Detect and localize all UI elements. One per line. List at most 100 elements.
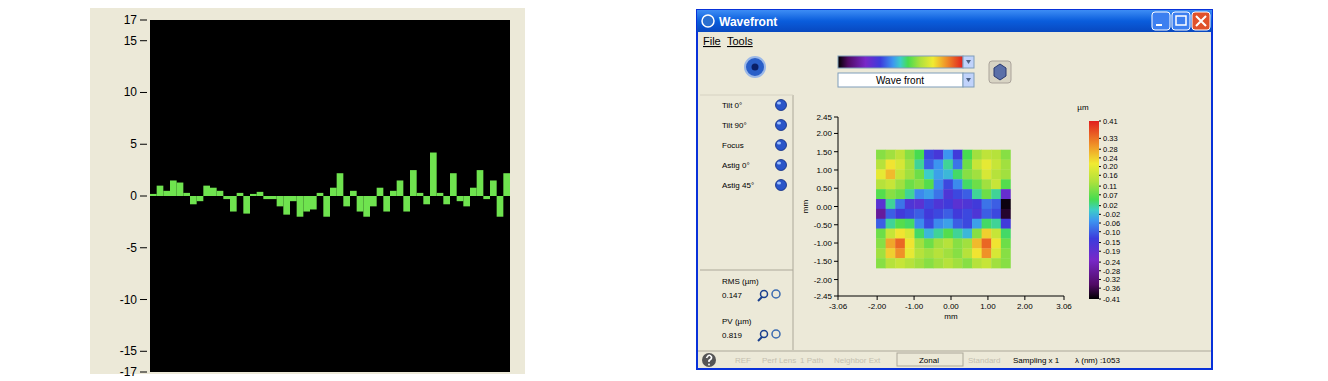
heatmap-cell — [934, 209, 944, 219]
aberration-toggle[interactable] — [776, 120, 787, 131]
arrow — [966, 60, 971, 64]
heatmap-cell — [982, 179, 992, 189]
heatmap-cell — [972, 199, 982, 209]
separator — [700, 95, 793, 96]
window-button-max[interactable] — [1172, 12, 1190, 30]
bar — [157, 186, 164, 196]
heatmap-cell — [991, 160, 1001, 170]
bar — [270, 196, 277, 199]
heatmap-cell — [991, 179, 1001, 189]
heatmap-cell — [943, 238, 953, 248]
bar — [383, 196, 390, 212]
y-tick — [140, 372, 147, 373]
heatmap-cell — [934, 248, 944, 258]
window-button-min[interactable] — [1152, 12, 1170, 30]
bar — [303, 196, 310, 212]
reset-icon[interactable] — [772, 330, 780, 338]
y-tick-label: 0.50 — [816, 184, 832, 193]
heatmap-cell — [886, 169, 896, 179]
aberration-toggle[interactable] — [776, 160, 787, 171]
bar — [397, 180, 404, 196]
toolbar-icon[interactable] — [745, 57, 765, 77]
colorbar-tick-label: -0.06 — [1103, 219, 1120, 228]
aberration-toggle[interactable] — [776, 140, 787, 151]
window-button-close[interactable] — [1192, 12, 1210, 30]
heatmap-cell — [1001, 248, 1011, 258]
y-tick-label: -2.45 — [814, 292, 833, 301]
x-tick — [1024, 296, 1025, 300]
heatmap-cell — [914, 219, 924, 229]
icon-close — [1196, 16, 1206, 26]
heatmap-cell — [895, 229, 905, 239]
bar — [317, 193, 324, 196]
dropdown-arrow[interactable] — [963, 73, 974, 87]
colorbar-tick — [1099, 288, 1101, 289]
heatmap-cell — [982, 189, 992, 199]
y-tick-label: 2.45 — [816, 113, 832, 122]
help-glyph — [707, 355, 712, 362]
arrow — [966, 78, 971, 82]
icon-min — [1156, 24, 1162, 26]
heatmap-cell — [924, 209, 934, 219]
heatmap-cell — [991, 258, 1001, 268]
zoom-handle — [758, 297, 762, 301]
heatmap-cell — [972, 169, 982, 179]
x-tick — [987, 296, 988, 300]
y-tick — [834, 133, 838, 134]
x-tick — [877, 296, 878, 300]
bar — [390, 191, 397, 196]
heatmap-cell — [953, 189, 963, 199]
view-dropdown[interactable] — [838, 73, 963, 87]
y-tick — [834, 206, 838, 207]
heatmap-cell — [962, 209, 972, 219]
heatmap-cell — [876, 258, 886, 268]
aberration-toggle[interactable] — [776, 180, 787, 191]
bar — [343, 196, 350, 206]
help-icon[interactable] — [702, 353, 716, 367]
heatmap-cell — [953, 248, 963, 258]
heatmap-cell — [982, 258, 992, 268]
bars — [150, 153, 510, 217]
heatmap-cell — [905, 199, 915, 209]
y-tick — [140, 40, 147, 41]
view-3d-button[interactable] — [989, 61, 1011, 83]
heatmap-cell — [905, 160, 915, 170]
x-tick-label: 2.00 — [1017, 302, 1033, 311]
bar — [223, 196, 230, 199]
aberration-label: Tilt 0° — [722, 101, 742, 110]
heatmap-cell — [982, 150, 992, 160]
heatmap-cell — [934, 179, 944, 189]
menu-item[interactable]: Tools — [727, 35, 753, 47]
colorbar-tick-label: 0.07 — [1103, 191, 1118, 200]
y-tick-label: -0.50 — [814, 221, 833, 230]
bar — [330, 188, 337, 196]
bar — [450, 173, 457, 196]
aberration-toggle[interactable] — [776, 100, 787, 111]
zoom-icon[interactable] — [761, 291, 768, 298]
heatmap-cell — [914, 209, 924, 219]
colorbar-tick — [1099, 157, 1101, 158]
colorbar-tick — [1099, 194, 1101, 195]
heatmap-cell — [991, 248, 1001, 258]
x-tick — [914, 296, 915, 300]
reset-icon[interactable] — [772, 290, 780, 298]
zoom-handle — [758, 337, 762, 341]
app-icon — [702, 15, 714, 27]
heatmap-cell — [934, 229, 944, 239]
y-tick — [834, 261, 838, 262]
heatmap-cell — [991, 150, 1001, 160]
zoom-icon[interactable] — [761, 331, 768, 338]
x-tick — [838, 296, 839, 300]
heatmap-cell — [972, 209, 982, 219]
colorbar-tick — [1099, 214, 1101, 215]
heatmap-cell — [934, 258, 944, 268]
dropdown-arrow[interactable] — [963, 56, 974, 68]
heatmap-cell — [1001, 258, 1011, 268]
heatmap-cell — [876, 238, 886, 248]
y-tick-label: 1.00 — [816, 166, 832, 175]
heatmap-cell — [1001, 229, 1011, 239]
palette-dropdown[interactable] — [838, 56, 963, 68]
menu-item[interactable]: File — [703, 35, 721, 47]
heatmap-cell — [972, 160, 982, 170]
colorbar-tick-label: 0.33 — [1103, 134, 1118, 143]
